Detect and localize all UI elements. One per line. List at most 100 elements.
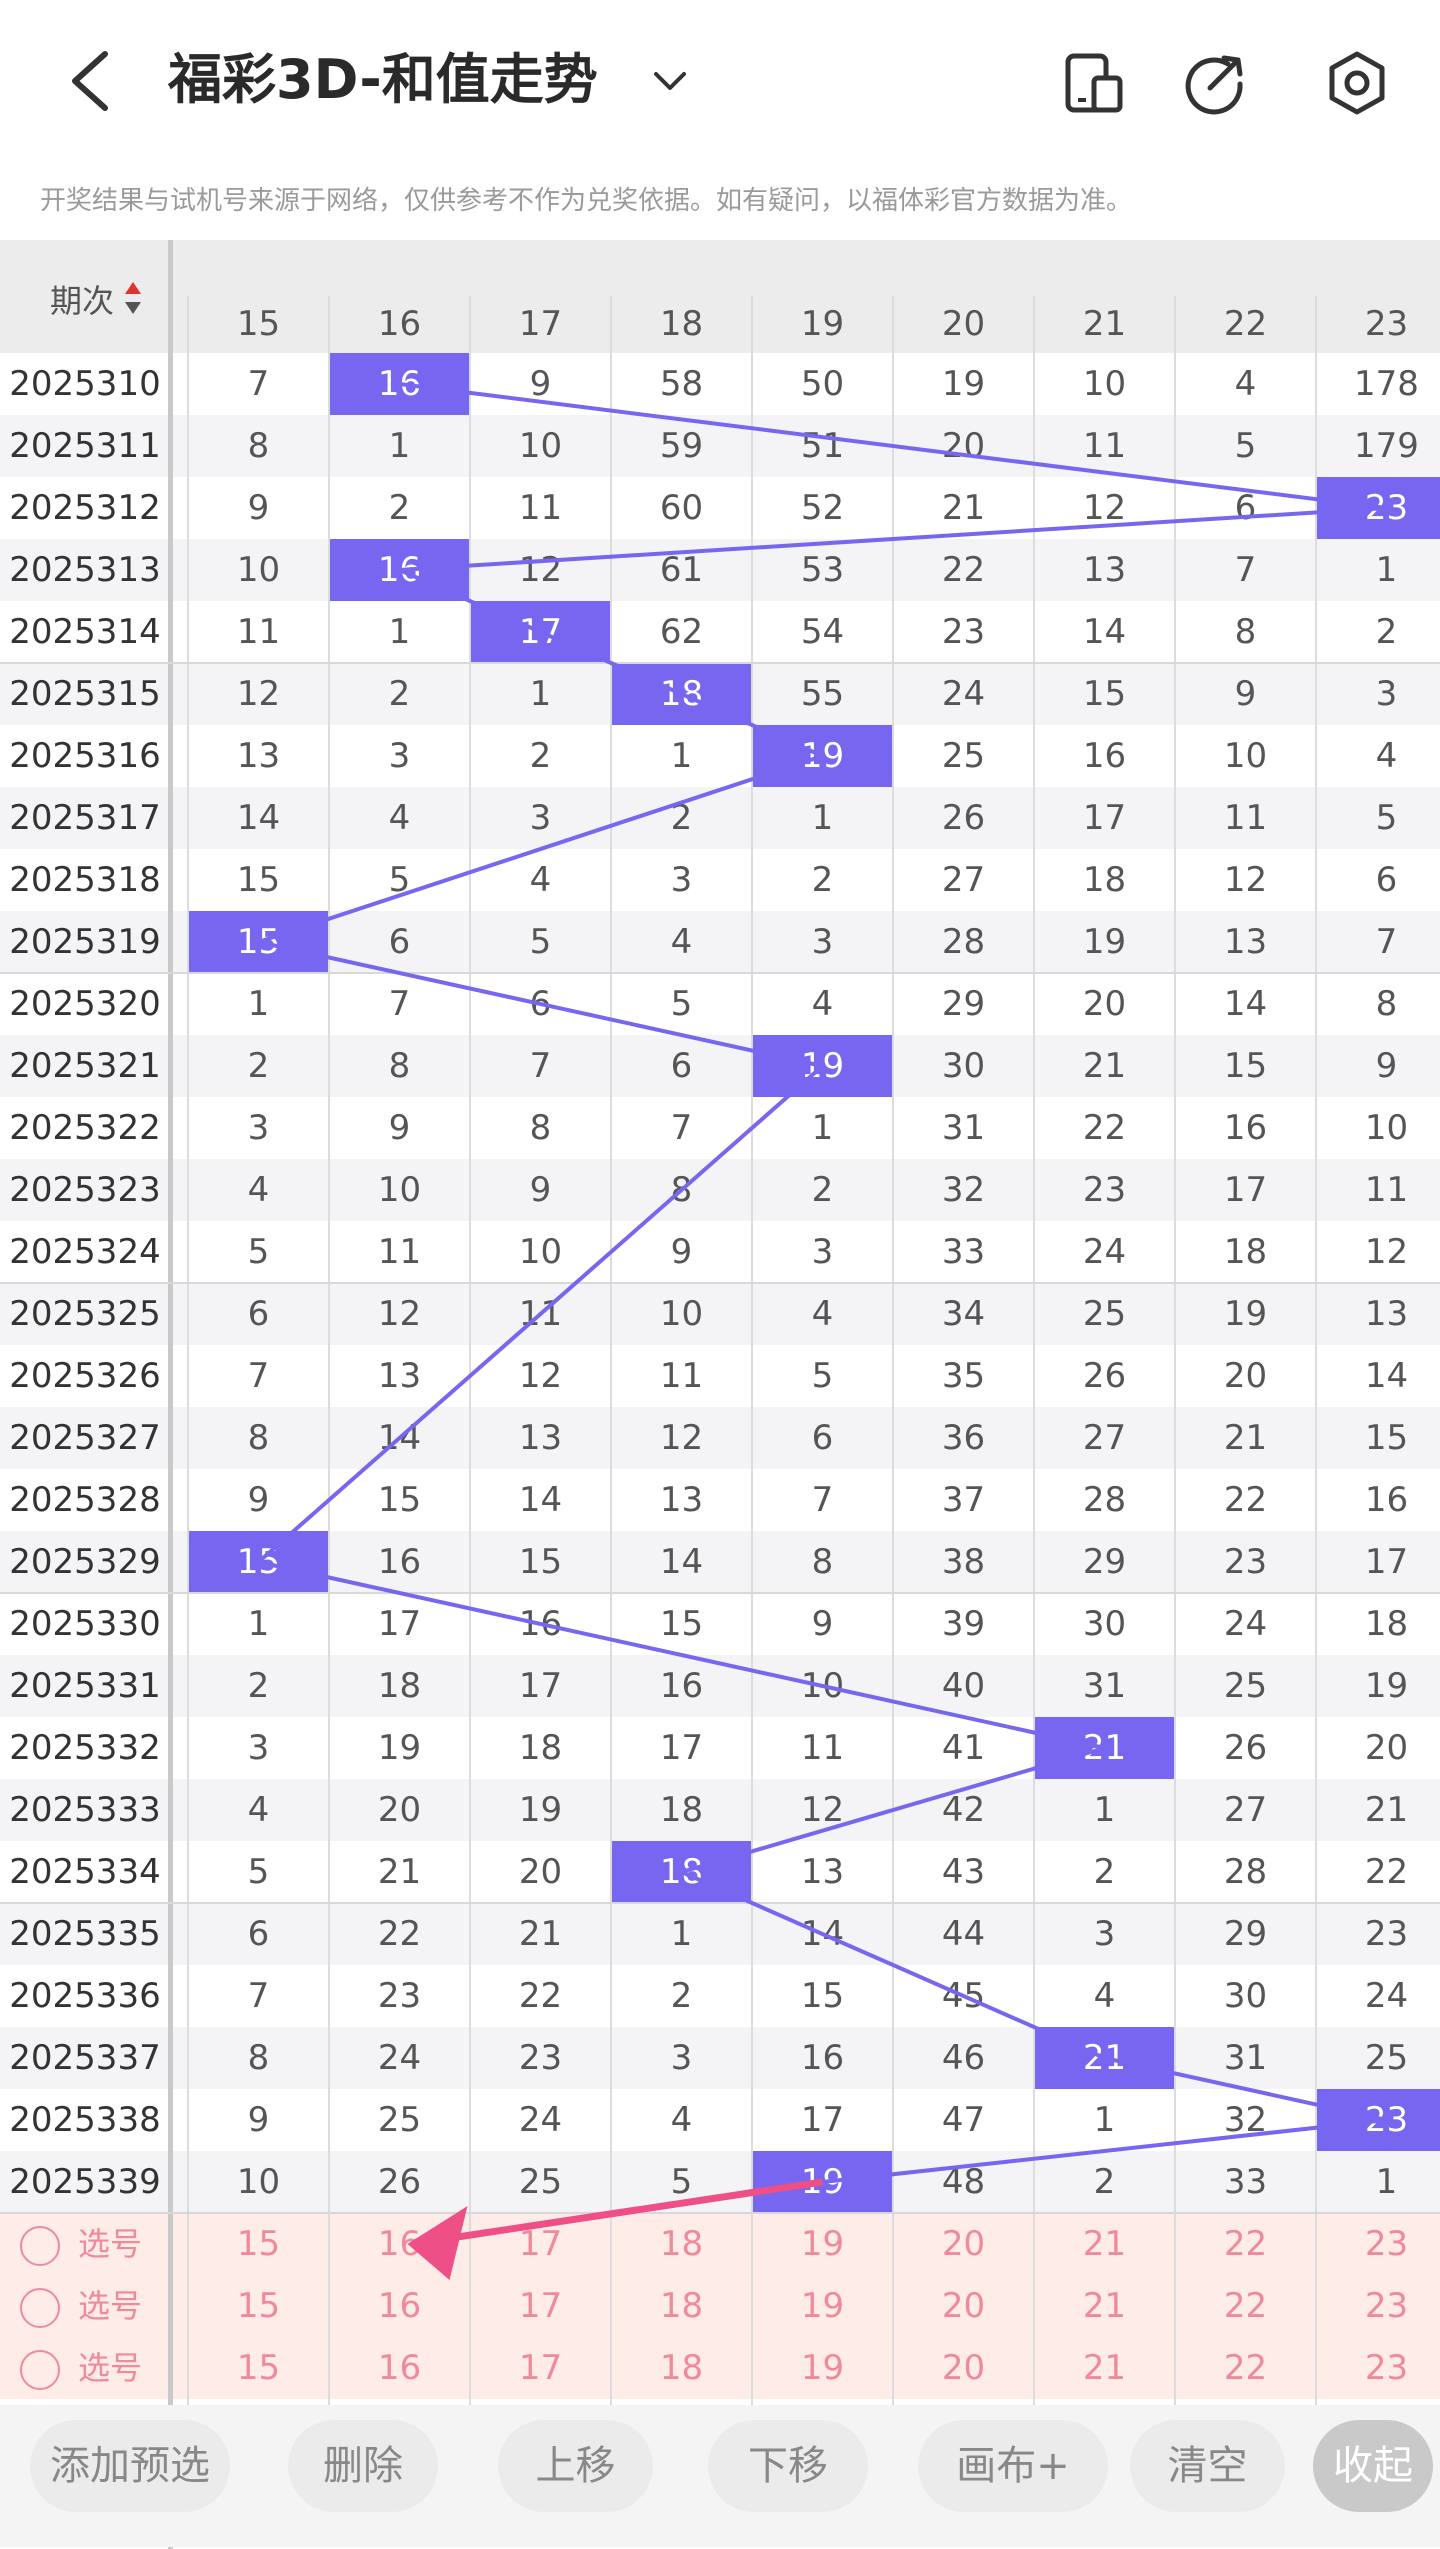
omission-cell: 19 — [1364, 1666, 1409, 1706]
omission-cell: 21 — [1082, 1046, 1127, 1086]
pick-number-cell[interactable]: 17 — [518, 2348, 563, 2388]
omission-cell: 4 — [247, 1790, 270, 1830]
omission-cell: 3 — [529, 798, 552, 838]
share-icon[interactable] — [1180, 48, 1250, 118]
omission-cell: 18 — [377, 1666, 422, 1706]
pick-number-cell[interactable]: 22 — [1223, 2224, 1268, 2264]
table-row: 2025328 9 15 14 13 7 37 28 22 16 — [0, 1469, 1440, 1531]
period-cell: 2025332 — [9, 1728, 161, 1768]
toolbar-button[interactable]: 删除 — [288, 2420, 438, 2512]
chevron-down-icon[interactable] — [650, 62, 690, 102]
toolbar-button[interactable]: 下移 — [708, 2420, 868, 2512]
radio-icon[interactable] — [20, 2288, 60, 2328]
pick-number-cell[interactable]: 15 — [236, 2224, 281, 2264]
omission-cell: 19 — [941, 364, 986, 404]
radio-icon[interactable] — [20, 2226, 60, 2266]
hit-cell: 16 — [329, 353, 470, 415]
pick-number-cell[interactable]: 17 — [518, 2224, 563, 2264]
omission-cell: 17 — [659, 1728, 704, 1768]
toolbar-button[interactable]: 上移 — [498, 2420, 653, 2512]
pick-number-cell[interactable]: 18 — [659, 2224, 704, 2264]
grid-divider — [610, 296, 612, 2455]
back-icon[interactable] — [60, 46, 120, 116]
omission-cell: 11 — [377, 1232, 422, 1272]
omission-cell: 61 — [659, 550, 704, 590]
omission-cell: 2 — [1093, 2162, 1116, 2202]
pick-number-cell[interactable]: 23 — [1364, 2286, 1409, 2326]
pick-number-cell[interactable]: 20 — [941, 2286, 986, 2326]
pick-number-cell[interactable]: 19 — [800, 2224, 845, 2264]
omission-cell: 32 — [1223, 2100, 1268, 2140]
omission-cell: 17 — [1223, 1170, 1268, 1210]
table-row: 2025326 7 13 12 11 5 35 26 20 14 — [0, 1345, 1440, 1407]
toolbar-button[interactable]: 收起 — [1313, 2420, 1433, 2512]
pick-row-select[interactable]: 选号 — [20, 2337, 142, 2399]
pick-number-cell[interactable]: 21 — [1082, 2348, 1127, 2388]
pick-number-cell[interactable]: 15 — [236, 2348, 281, 2388]
pick-number-cell[interactable]: 16 — [377, 2286, 422, 2326]
toolbar-button[interactable]: 添加预选 — [30, 2420, 230, 2512]
pick-number-cell[interactable]: 18 — [659, 2348, 704, 2388]
pick-number-cell[interactable]: 23 — [1364, 2348, 1409, 2388]
trend-table: 期次 15 16 17 18 19 20 21 22 23 2025310 7 16 9 58 50 19 1… — [0, 240, 1440, 2549]
omission-cell: 10 — [1364, 1108, 1409, 1148]
omission-cell: 8 — [529, 1108, 552, 1148]
group-divider — [0, 1282, 1440, 1284]
device-icon[interactable] — [1058, 48, 1128, 118]
pick-row-select[interactable]: 选号 — [20, 2213, 142, 2275]
pick-number-cell[interactable]: 16 — [377, 2224, 422, 2264]
omission-cell: 8 — [670, 1170, 693, 1210]
hit-cell: 21 — [1034, 2027, 1175, 2089]
omission-cell: 9 — [247, 2100, 270, 2140]
settings-icon[interactable] — [1322, 48, 1392, 118]
pick-row-select[interactable]: 选号 — [20, 2275, 142, 2337]
omission-cell: 2 — [388, 674, 411, 714]
pick-number-cell[interactable]: 15 — [236, 2286, 281, 2326]
omission-cell: 53 — [800, 550, 845, 590]
pick-number-cell[interactable]: 19 — [800, 2286, 845, 2326]
omission-cell: 22 — [1223, 1480, 1268, 1520]
omission-cell: 28 — [1082, 1480, 1127, 1520]
pick-number-cell[interactable]: 19 — [800, 2348, 845, 2388]
omission-cell: 6 — [811, 1418, 834, 1458]
omission-cell: 14 — [1364, 1356, 1409, 1396]
pick-number-cell[interactable]: 23 — [1364, 2224, 1409, 2264]
table-row: 2025320 1 7 6 5 4 29 20 14 8 — [0, 973, 1440, 1035]
omission-cell: 9 — [388, 1108, 411, 1148]
omission-cell: 59 — [659, 426, 704, 466]
omission-cell: 14 — [518, 1480, 563, 1520]
pick-number-cell[interactable]: 18 — [659, 2286, 704, 2326]
omission-cell: 26 — [377, 2162, 422, 2202]
omission-cell: 178 — [1354, 364, 1419, 404]
pick-number-cell[interactable]: 21 — [1082, 2224, 1127, 2264]
omission-cell: 13 — [1082, 550, 1127, 590]
toolbar-button[interactable]: 画布+ — [918, 2420, 1108, 2512]
omission-cell: 13 — [1364, 1294, 1409, 1334]
pick-label: 选号 — [78, 2225, 143, 2263]
column-header: 17 — [518, 304, 563, 344]
column-header: 21 — [1082, 304, 1127, 344]
sort-icon[interactable] — [124, 280, 142, 316]
omission-cell: 7 — [529, 1046, 552, 1086]
omission-cell: 10 — [236, 2162, 281, 2202]
period-header[interactable]: 期次 — [50, 282, 115, 320]
omission-cell: 22 — [1364, 1852, 1409, 1892]
omission-cell: 5 — [529, 922, 552, 962]
omission-cell: 3 — [811, 1232, 834, 1272]
pick-number-cell[interactable]: 21 — [1082, 2286, 1127, 2326]
omission-cell: 6 — [388, 922, 411, 962]
pick-number-cell[interactable]: 17 — [518, 2286, 563, 2326]
pick-number-cell[interactable]: 20 — [941, 2348, 986, 2388]
pick-number-cell[interactable]: 20 — [941, 2224, 986, 2264]
radio-icon[interactable] — [20, 2350, 60, 2390]
pick-number-cell[interactable]: 22 — [1223, 2348, 1268, 2388]
omission-cell: 22 — [1082, 1108, 1127, 1148]
pick-number-cell[interactable]: 16 — [377, 2348, 422, 2388]
omission-cell: 16 — [659, 1666, 704, 1706]
omission-cell: 9 — [670, 1232, 693, 1272]
group-divider — [0, 662, 1440, 664]
omission-cell: 42 — [941, 1790, 986, 1830]
omission-cell: 52 — [800, 488, 845, 528]
toolbar-button[interactable]: 清空 — [1130, 2420, 1285, 2512]
pick-number-cell[interactable]: 22 — [1223, 2286, 1268, 2326]
